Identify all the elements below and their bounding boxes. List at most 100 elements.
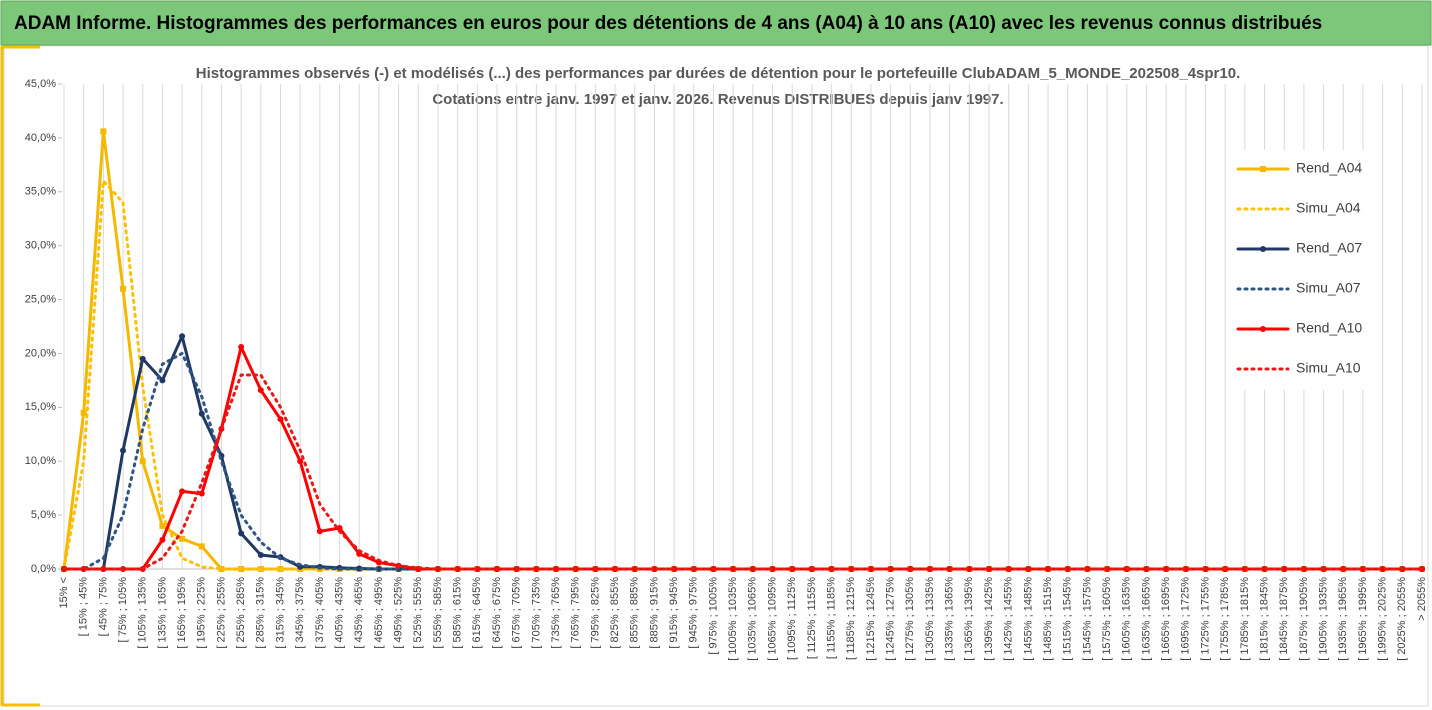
header-title: ADAM Informe. Histogrammes des performan…	[14, 13, 1322, 34]
x-tick-label: [ 1005% ; 1035%	[727, 577, 739, 661]
data-point	[1379, 566, 1386, 572]
data-point	[100, 128, 107, 135]
x-tick-label: [ 195% ; 225%	[196, 577, 208, 649]
y-tick-label: 30,0%	[25, 240, 56, 252]
chart-title: Histogrammes observés (-) et modélisés (…	[196, 65, 1241, 82]
y-tick-label: 5,0%	[31, 509, 56, 521]
x-tick-label: [ 1455% ; 1485%	[1022, 577, 1034, 661]
x-tick-label: 15% <	[58, 577, 70, 609]
x-tick-label: [ 885% ; 915%	[648, 577, 660, 649]
x-tick-label: [ 855% ; 885%	[629, 577, 641, 649]
x-tick-label: [ 1335% ; 1365%	[944, 577, 956, 661]
chart-subtitle: Cotations entre janv. 1997 et janv. 2026…	[432, 91, 1003, 108]
data-point	[120, 447, 127, 454]
legend-label: Simu_A04	[1296, 200, 1361, 216]
data-point	[553, 566, 560, 572]
data-point	[848, 566, 855, 572]
legend-marker	[1260, 326, 1266, 332]
x-tick-label: [ 585% ; 615%	[452, 577, 464, 649]
chart-frame	[3, 45, 1429, 707]
x-tick-label: [ 825% ; 855%	[609, 577, 621, 649]
x-tick-label: [ 1665% ; 1695%	[1160, 577, 1172, 661]
x-tick-label: [ 435% ; 465%	[353, 577, 365, 649]
data-point	[179, 333, 186, 340]
x-tick-label: [ 1035% ; 1065%	[747, 577, 759, 661]
data-point	[198, 410, 205, 417]
y-tick-label: 0,0%	[31, 563, 56, 575]
x-tick-label: [ 1845% ; 1875%	[1278, 577, 1290, 661]
legend-label: Rend_A07	[1296, 240, 1362, 256]
data-point	[218, 566, 225, 572]
x-tick-label: [ 915% ; 945%	[668, 577, 680, 649]
data-point	[867, 566, 874, 572]
x-tick-label: [ 615% ; 645%	[471, 577, 483, 649]
data-point	[179, 535, 186, 542]
x-tick-label: [ 645% ; 675%	[491, 577, 503, 649]
header-bar	[0, 0, 1432, 46]
x-tick-label: [ 1935% ; 1965%	[1337, 577, 1349, 661]
x-tick-label: [ 675% ; 705%	[511, 577, 523, 649]
y-tick-label: 45,0%	[25, 78, 56, 90]
x-tick-label: [ 1815% ; 1845%	[1258, 577, 1270, 661]
x-tick-label: [ 1575% ; 1605%	[1101, 577, 1113, 661]
data-point	[434, 566, 441, 572]
x-tick-label: [ 1155% ; 1185%	[825, 577, 837, 659]
x-tick-label: [ 105% ; 135%	[137, 577, 149, 649]
data-point	[238, 530, 245, 537]
data-point	[749, 566, 756, 572]
x-tick-label: [ 1995% ; 2025%	[1377, 577, 1389, 661]
x-tick-label: [ 1725% ; 1755%	[1199, 577, 1211, 661]
x-tick-label: [ 1905% ; 1935%	[1318, 577, 1330, 661]
x-tick-label: [ 1425% ; 1455%	[1003, 577, 1015, 661]
data-point	[198, 490, 205, 497]
x-tick-label: [ 1095% ; 1125%	[786, 577, 798, 660]
data-point	[120, 285, 127, 292]
data-point	[316, 528, 323, 535]
data-point	[1281, 566, 1288, 572]
x-tick-label: [ 1485% ; 1515%	[1042, 577, 1054, 661]
x-tick-label: [ 1635% ; 1665%	[1140, 577, 1152, 661]
legend-marker	[1260, 246, 1266, 252]
x-tick-label: [ 1755% ; 1785%	[1219, 577, 1231, 661]
x-tick-label: [ 2025% ; 2055%	[1396, 577, 1408, 661]
x-tick-label: [ 1185% ; 1215%	[845, 577, 857, 660]
data-point	[375, 566, 382, 572]
data-point	[277, 416, 284, 423]
y-tick-label: 25,0%	[25, 293, 56, 305]
x-tick-label: [ 165% ; 195%	[176, 577, 188, 649]
x-tick-label: [ 705% ; 735%	[530, 577, 542, 649]
data-point	[159, 536, 166, 543]
legend-label: Simu_A07	[1296, 280, 1361, 296]
data-point	[1064, 566, 1071, 572]
data-point	[946, 566, 953, 572]
x-tick-label: [ 45% ; 75%	[97, 577, 109, 637]
x-tick-label: [ 495% ; 525%	[392, 577, 404, 649]
x-tick-label: [ 945% ; 975%	[688, 577, 700, 649]
x-tick-label: [ 1395% ; 1425%	[983, 577, 995, 661]
x-tick-label: [ 285% ; 315%	[255, 577, 267, 649]
x-tick-label: [ 1965% ; 1995%	[1357, 577, 1369, 661]
x-tick-label: [ 375% ; 405%	[314, 577, 326, 649]
x-tick-label: [ 1545% ; 1575%	[1081, 577, 1093, 661]
x-tick-label: [ 1245% ; 1275%	[885, 577, 897, 661]
data-point	[159, 522, 166, 529]
y-tick-label: 40,0%	[25, 132, 56, 144]
data-point	[1182, 566, 1189, 572]
data-point	[966, 566, 973, 572]
data-point	[80, 409, 87, 416]
x-tick-label: [ 735% ; 765%	[550, 577, 562, 649]
data-point	[1261, 566, 1268, 572]
x-tick-label: [ 1695% ; 1725%	[1180, 577, 1192, 661]
x-tick-label: [ 135% ; 165%	[156, 577, 168, 649]
data-point	[100, 566, 107, 572]
data-point	[533, 566, 540, 572]
x-tick-label: [ 255% ; 285%	[235, 577, 247, 649]
data-point	[198, 543, 205, 550]
data-point	[1163, 566, 1170, 572]
data-point	[257, 387, 264, 394]
x-tick-label: [ 555% ; 585%	[432, 577, 444, 649]
data-point	[336, 525, 343, 532]
y-tick-label: 10,0%	[25, 455, 56, 467]
data-point	[139, 458, 146, 465]
